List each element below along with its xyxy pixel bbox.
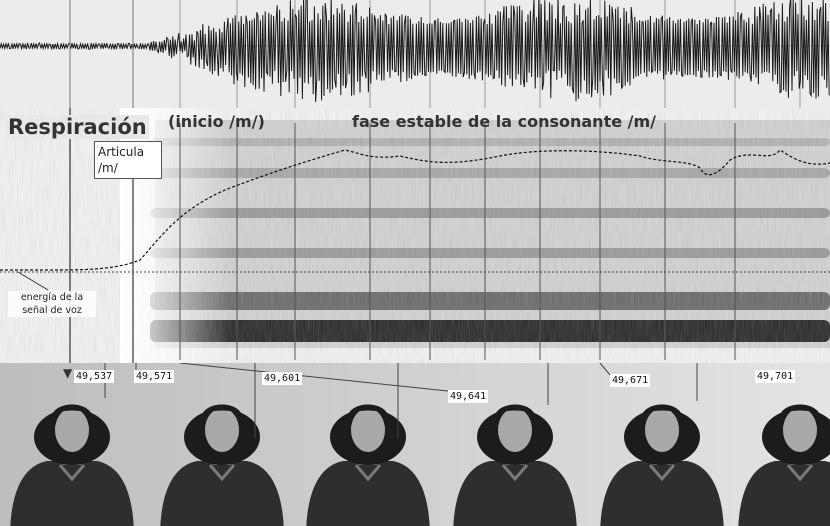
down-arrow-icon: ▼ (63, 366, 73, 380)
timestamp-label: 49,641 (448, 390, 489, 403)
video-frames-strip (0, 363, 830, 526)
breathing-label: Respiración (6, 115, 149, 139)
timestamp-label: 49,601 (262, 372, 303, 385)
spectrogram-panel (0, 108, 830, 363)
timestamp-label: 49,701 (755, 370, 796, 383)
onset-label: (inicio /m/) (168, 112, 265, 131)
steady-phase-label: fase estable de la consonante /m/ (352, 112, 656, 131)
timestamp-label: 49,537 (74, 370, 115, 383)
timestamp-label: 49,571 (134, 370, 175, 383)
articulation-label: Articula /m/ (94, 141, 162, 179)
speech-waveform (0, 0, 830, 103)
waveform-panel (0, 0, 830, 108)
energy-label: energía de la señal de voz (8, 291, 96, 317)
timestamp-label: 49,671 (610, 374, 651, 387)
